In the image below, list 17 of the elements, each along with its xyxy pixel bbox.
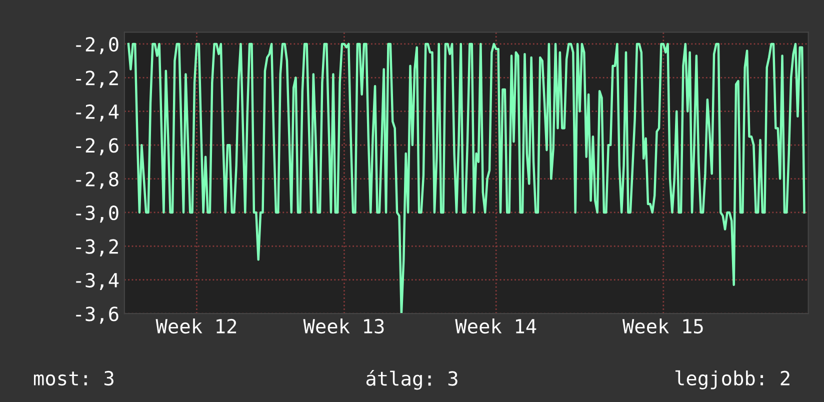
y-tick-label: -3,0 <box>76 205 118 223</box>
text: átlag: 3 <box>366 370 458 390</box>
x-tick-label: Week 15 <box>622 318 703 334</box>
text: most: 3 <box>34 370 114 386</box>
x-tick-label: Week 12 <box>156 318 236 334</box>
x-tick-label: Week 14 <box>455 318 536 334</box>
y-tick-label: -3,6 <box>76 306 118 324</box>
y-tick-label: -3,2 <box>76 239 118 256</box>
y-tick-label: -3,4 <box>76 272 119 290</box>
text: legjobb: 2 <box>675 370 790 390</box>
line-series <box>127 42 806 314</box>
x-tick-label: Week 13 <box>303 318 384 334</box>
y-tick-label: -2,0 <box>76 36 118 54</box>
y-tick-label: -2,8 <box>76 172 118 189</box>
y-tick-label: -2,2 <box>76 70 118 88</box>
y-tick-label: -2,6 <box>76 138 118 156</box>
y-tick-label: -2,4 <box>76 104 119 122</box>
